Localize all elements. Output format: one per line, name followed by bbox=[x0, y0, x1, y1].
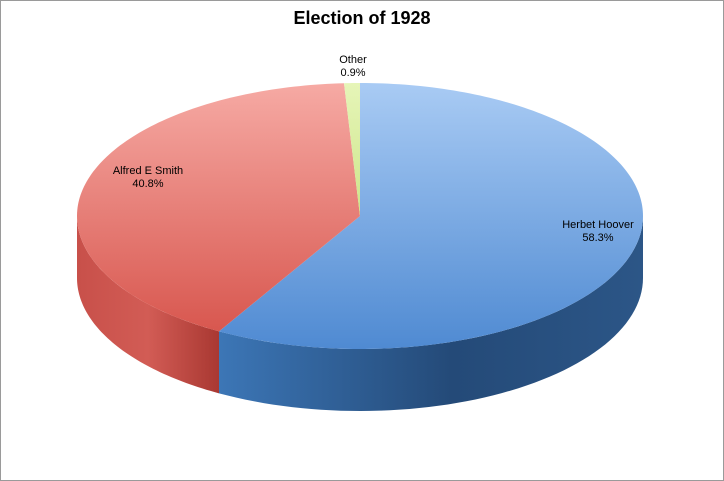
slice-label-name: Other bbox=[339, 54, 367, 66]
slice-label-name: Alfred E Smith bbox=[113, 165, 183, 177]
slice-alfred-e-smith bbox=[77, 83, 360, 332]
slice-label-name: Herbet Hoover bbox=[562, 219, 634, 231]
slice-label-value: 0.9% bbox=[340, 67, 365, 79]
chart-title: Election of 1928 bbox=[293, 8, 431, 28]
slice-label-value: 58.3% bbox=[582, 232, 613, 244]
slice-other bbox=[344, 83, 360, 216]
slice-herbet-hoover bbox=[219, 83, 643, 349]
slice-side-herbet-hoover bbox=[219, 216, 643, 411]
slice-side-alfred-e-smith bbox=[77, 216, 220, 394]
slice-label-value: 40.8% bbox=[132, 178, 163, 190]
